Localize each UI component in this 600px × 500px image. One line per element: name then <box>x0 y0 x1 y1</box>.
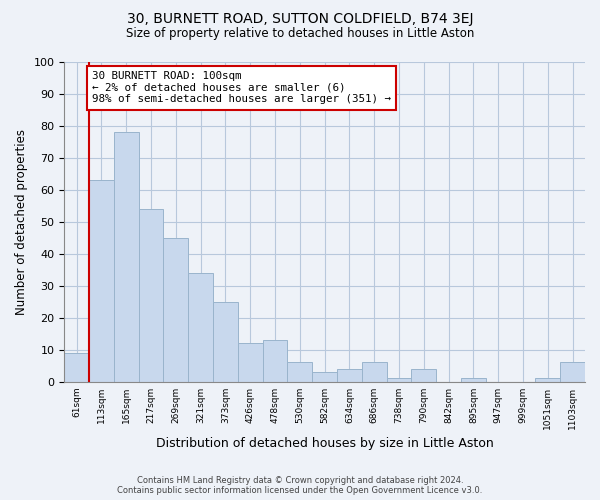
Text: 30 BURNETT ROAD: 100sqm
← 2% of detached houses are smaller (6)
98% of semi-deta: 30 BURNETT ROAD: 100sqm ← 2% of detached… <box>92 71 391 104</box>
Bar <box>163 238 188 382</box>
Bar <box>114 132 139 382</box>
Bar <box>312 372 337 382</box>
Bar <box>412 369 436 382</box>
Bar <box>89 180 114 382</box>
Bar <box>362 362 386 382</box>
X-axis label: Distribution of detached houses by size in Little Aston: Distribution of detached houses by size … <box>156 437 494 450</box>
Y-axis label: Number of detached properties: Number of detached properties <box>15 128 28 314</box>
Bar <box>64 353 89 382</box>
Bar <box>213 302 238 382</box>
Text: 30, BURNETT ROAD, SUTTON COLDFIELD, B74 3EJ: 30, BURNETT ROAD, SUTTON COLDFIELD, B74 … <box>127 12 473 26</box>
Bar <box>139 209 163 382</box>
Text: Size of property relative to detached houses in Little Aston: Size of property relative to detached ho… <box>126 28 474 40</box>
Bar <box>287 362 312 382</box>
Text: Contains HM Land Registry data © Crown copyright and database right 2024.
Contai: Contains HM Land Registry data © Crown c… <box>118 476 482 495</box>
Bar <box>238 344 263 382</box>
Bar <box>461 378 486 382</box>
Bar <box>386 378 412 382</box>
Bar <box>337 369 362 382</box>
Bar <box>263 340 287 382</box>
Bar <box>560 362 585 382</box>
Bar <box>188 273 213 382</box>
Bar <box>535 378 560 382</box>
